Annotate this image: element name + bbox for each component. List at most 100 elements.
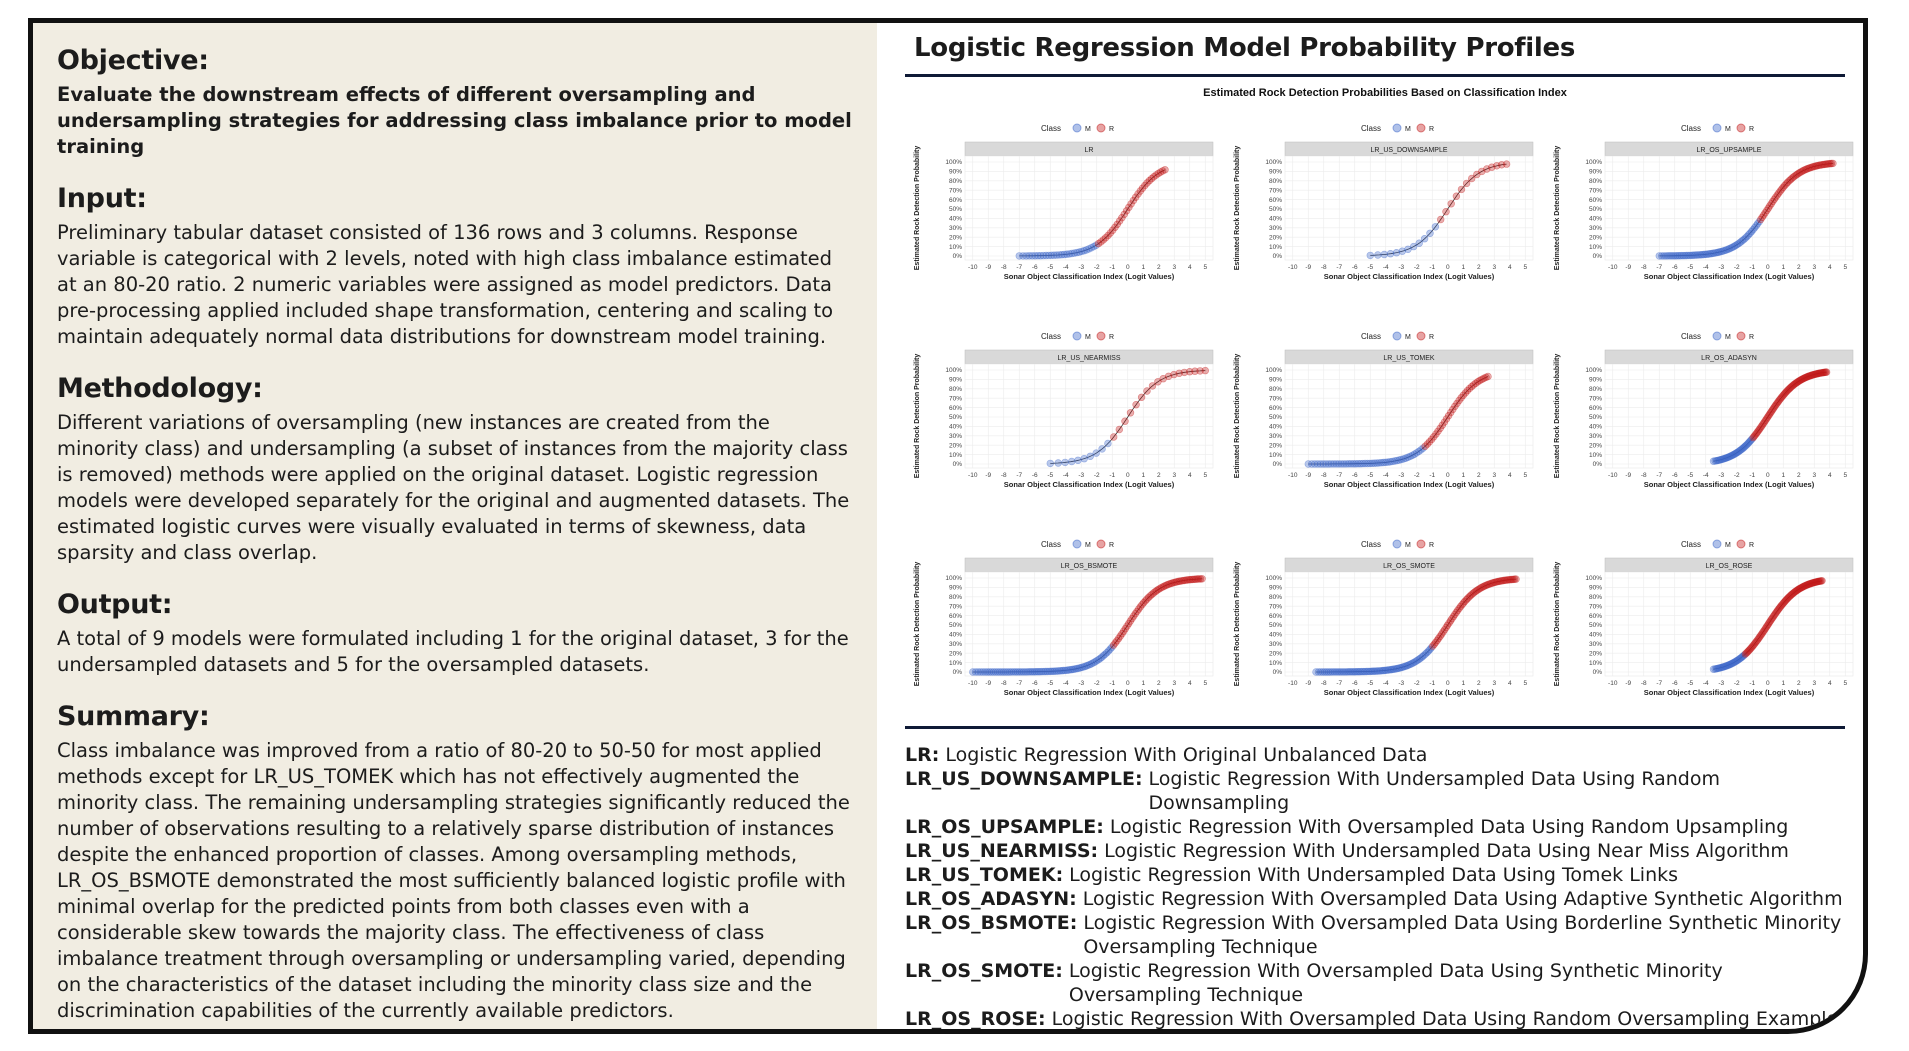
data-point-r	[1820, 160, 1828, 169]
data-point-m	[1411, 658, 1419, 666]
data-point-m	[1361, 667, 1369, 676]
data-point-r	[1125, 619, 1133, 628]
y-tick-label: 10%	[1269, 660, 1282, 667]
x-tick-label: -9	[985, 680, 991, 687]
x-tick-label: 4	[1188, 680, 1192, 687]
data-point-m	[1386, 666, 1395, 674]
data-point-r	[1781, 388, 1790, 397]
x-tick-label: -8	[1321, 472, 1327, 479]
data-point-r	[1798, 167, 1807, 175]
data-point-r	[1780, 390, 1789, 398]
data-point-r	[1811, 370, 1820, 378]
x-tick-label: -8	[1321, 264, 1327, 271]
data-point-m	[1394, 664, 1402, 673]
data-point-r	[1763, 206, 1771, 215]
x-axis-label: Sonar Object Classification Index (Logit…	[1644, 272, 1815, 281]
x-tick-label: 3	[1172, 472, 1176, 479]
x-tick-label: -7	[1336, 264, 1342, 271]
x-tick-label: -2	[1094, 472, 1100, 479]
data-point-m	[1716, 664, 1725, 672]
data-point-r	[1502, 576, 1510, 584]
data-point-m	[1085, 245, 1093, 253]
y-tick-label: 30%	[949, 225, 962, 232]
data-point-r	[1793, 586, 1802, 594]
legend-label: M	[1085, 542, 1091, 549]
legend-label: M	[1405, 126, 1411, 133]
data-point-m	[1052, 667, 1061, 675]
y-tick-label: 100%	[945, 159, 962, 166]
logistic-curve	[1370, 163, 1507, 256]
y-tick-label: 60%	[949, 613, 962, 620]
data-point-r	[1469, 381, 1478, 389]
data-point-m	[1087, 244, 1096, 252]
y-tick-label: 50%	[1269, 622, 1282, 629]
data-point-m	[1342, 460, 1350, 468]
legend-swatch-r	[1416, 331, 1426, 341]
data-point-m	[1723, 454, 1731, 462]
data-point-r	[1749, 433, 1757, 442]
y-tick-label: 10%	[1589, 452, 1602, 459]
data-point-r	[1792, 586, 1801, 595]
facet-panel: Class M RLR_OS_SMOTE-10 -9 -8 -7 -6 -5 -4 -3 -2 -1 0…	[1234, 539, 1534, 697]
data-point-m	[1744, 439, 1752, 448]
x-tick-label: 3	[1172, 680, 1176, 687]
definition-text: Logistic Regression With Undersampled Da…	[1148, 768, 1721, 814]
data-point-m	[1374, 667, 1382, 675]
section-body: Evaluate the downstream effects of diffe…	[57, 83, 852, 158]
data-point-r	[1180, 576, 1189, 585]
data-point-m	[1328, 668, 1337, 676]
definition-row: LR_OS_BSMOTE: Logistic Regression With Ov…	[905, 911, 1853, 959]
data-point-m	[1065, 666, 1073, 674]
data-point-r	[1809, 370, 1818, 379]
y-tick-label: 70%	[1269, 603, 1282, 610]
data-point-r	[1769, 197, 1777, 206]
x-tick-label: -4	[1383, 264, 1389, 271]
data-point-m	[1034, 668, 1042, 676]
x-tick-label: 4	[1828, 472, 1832, 479]
data-point-r	[1437, 215, 1445, 224]
legend-swatch-r	[1736, 331, 1746, 341]
data-point-r	[1144, 593, 1153, 602]
data-point-r	[1746, 644, 1755, 653]
data-point-r	[1775, 396, 1784, 404]
x-tick-label: -4	[1063, 472, 1069, 479]
data-point-m	[1747, 436, 1755, 444]
legend-swatch-r	[1416, 539, 1426, 549]
data-point-r	[1175, 369, 1183, 377]
data-point-r	[1147, 174, 1156, 183]
data-point-r	[1121, 624, 1130, 633]
x-tick-label: 1	[1461, 680, 1465, 687]
x-tick-label: -5	[1367, 472, 1373, 479]
data-point-m	[1382, 666, 1390, 675]
data-point-m	[1347, 460, 1355, 468]
data-point-m	[1419, 444, 1427, 452]
data-point-r	[1768, 614, 1776, 623]
data-point-m	[1718, 455, 1726, 464]
data-point-m	[1668, 252, 1676, 260]
data-point-m	[1675, 252, 1684, 260]
data-point-r	[1132, 193, 1140, 201]
data-point-m	[1746, 437, 1754, 446]
data-point-r	[1475, 585, 1484, 593]
data-point-r	[1113, 637, 1121, 645]
x-tick-label: -1	[1429, 680, 1435, 687]
data-point-r	[1472, 379, 1480, 388]
data-point-m	[1061, 666, 1069, 675]
definition-row: LR_US_NEARMISS: Logistic Regression With …	[905, 839, 1853, 863]
data-point-m	[1059, 666, 1068, 675]
data-point-r	[1459, 599, 1468, 607]
x-tick-label: -9	[985, 472, 991, 479]
y-tick-label: 10%	[949, 452, 962, 459]
x-tick-label: -7	[1656, 264, 1662, 271]
data-point-m	[1063, 666, 1071, 674]
data-point-m	[1366, 459, 1374, 468]
data-point-m	[1738, 444, 1747, 453]
data-point-m	[1700, 250, 1708, 259]
data-point-m	[1682, 251, 1691, 260]
data-point-m	[1042, 251, 1050, 260]
data-point-m	[1717, 663, 1726, 672]
data-point-r	[1758, 629, 1767, 637]
y-tick-label: 30%	[949, 433, 962, 440]
data-point-r	[1434, 427, 1442, 436]
data-point-m	[1386, 458, 1394, 466]
